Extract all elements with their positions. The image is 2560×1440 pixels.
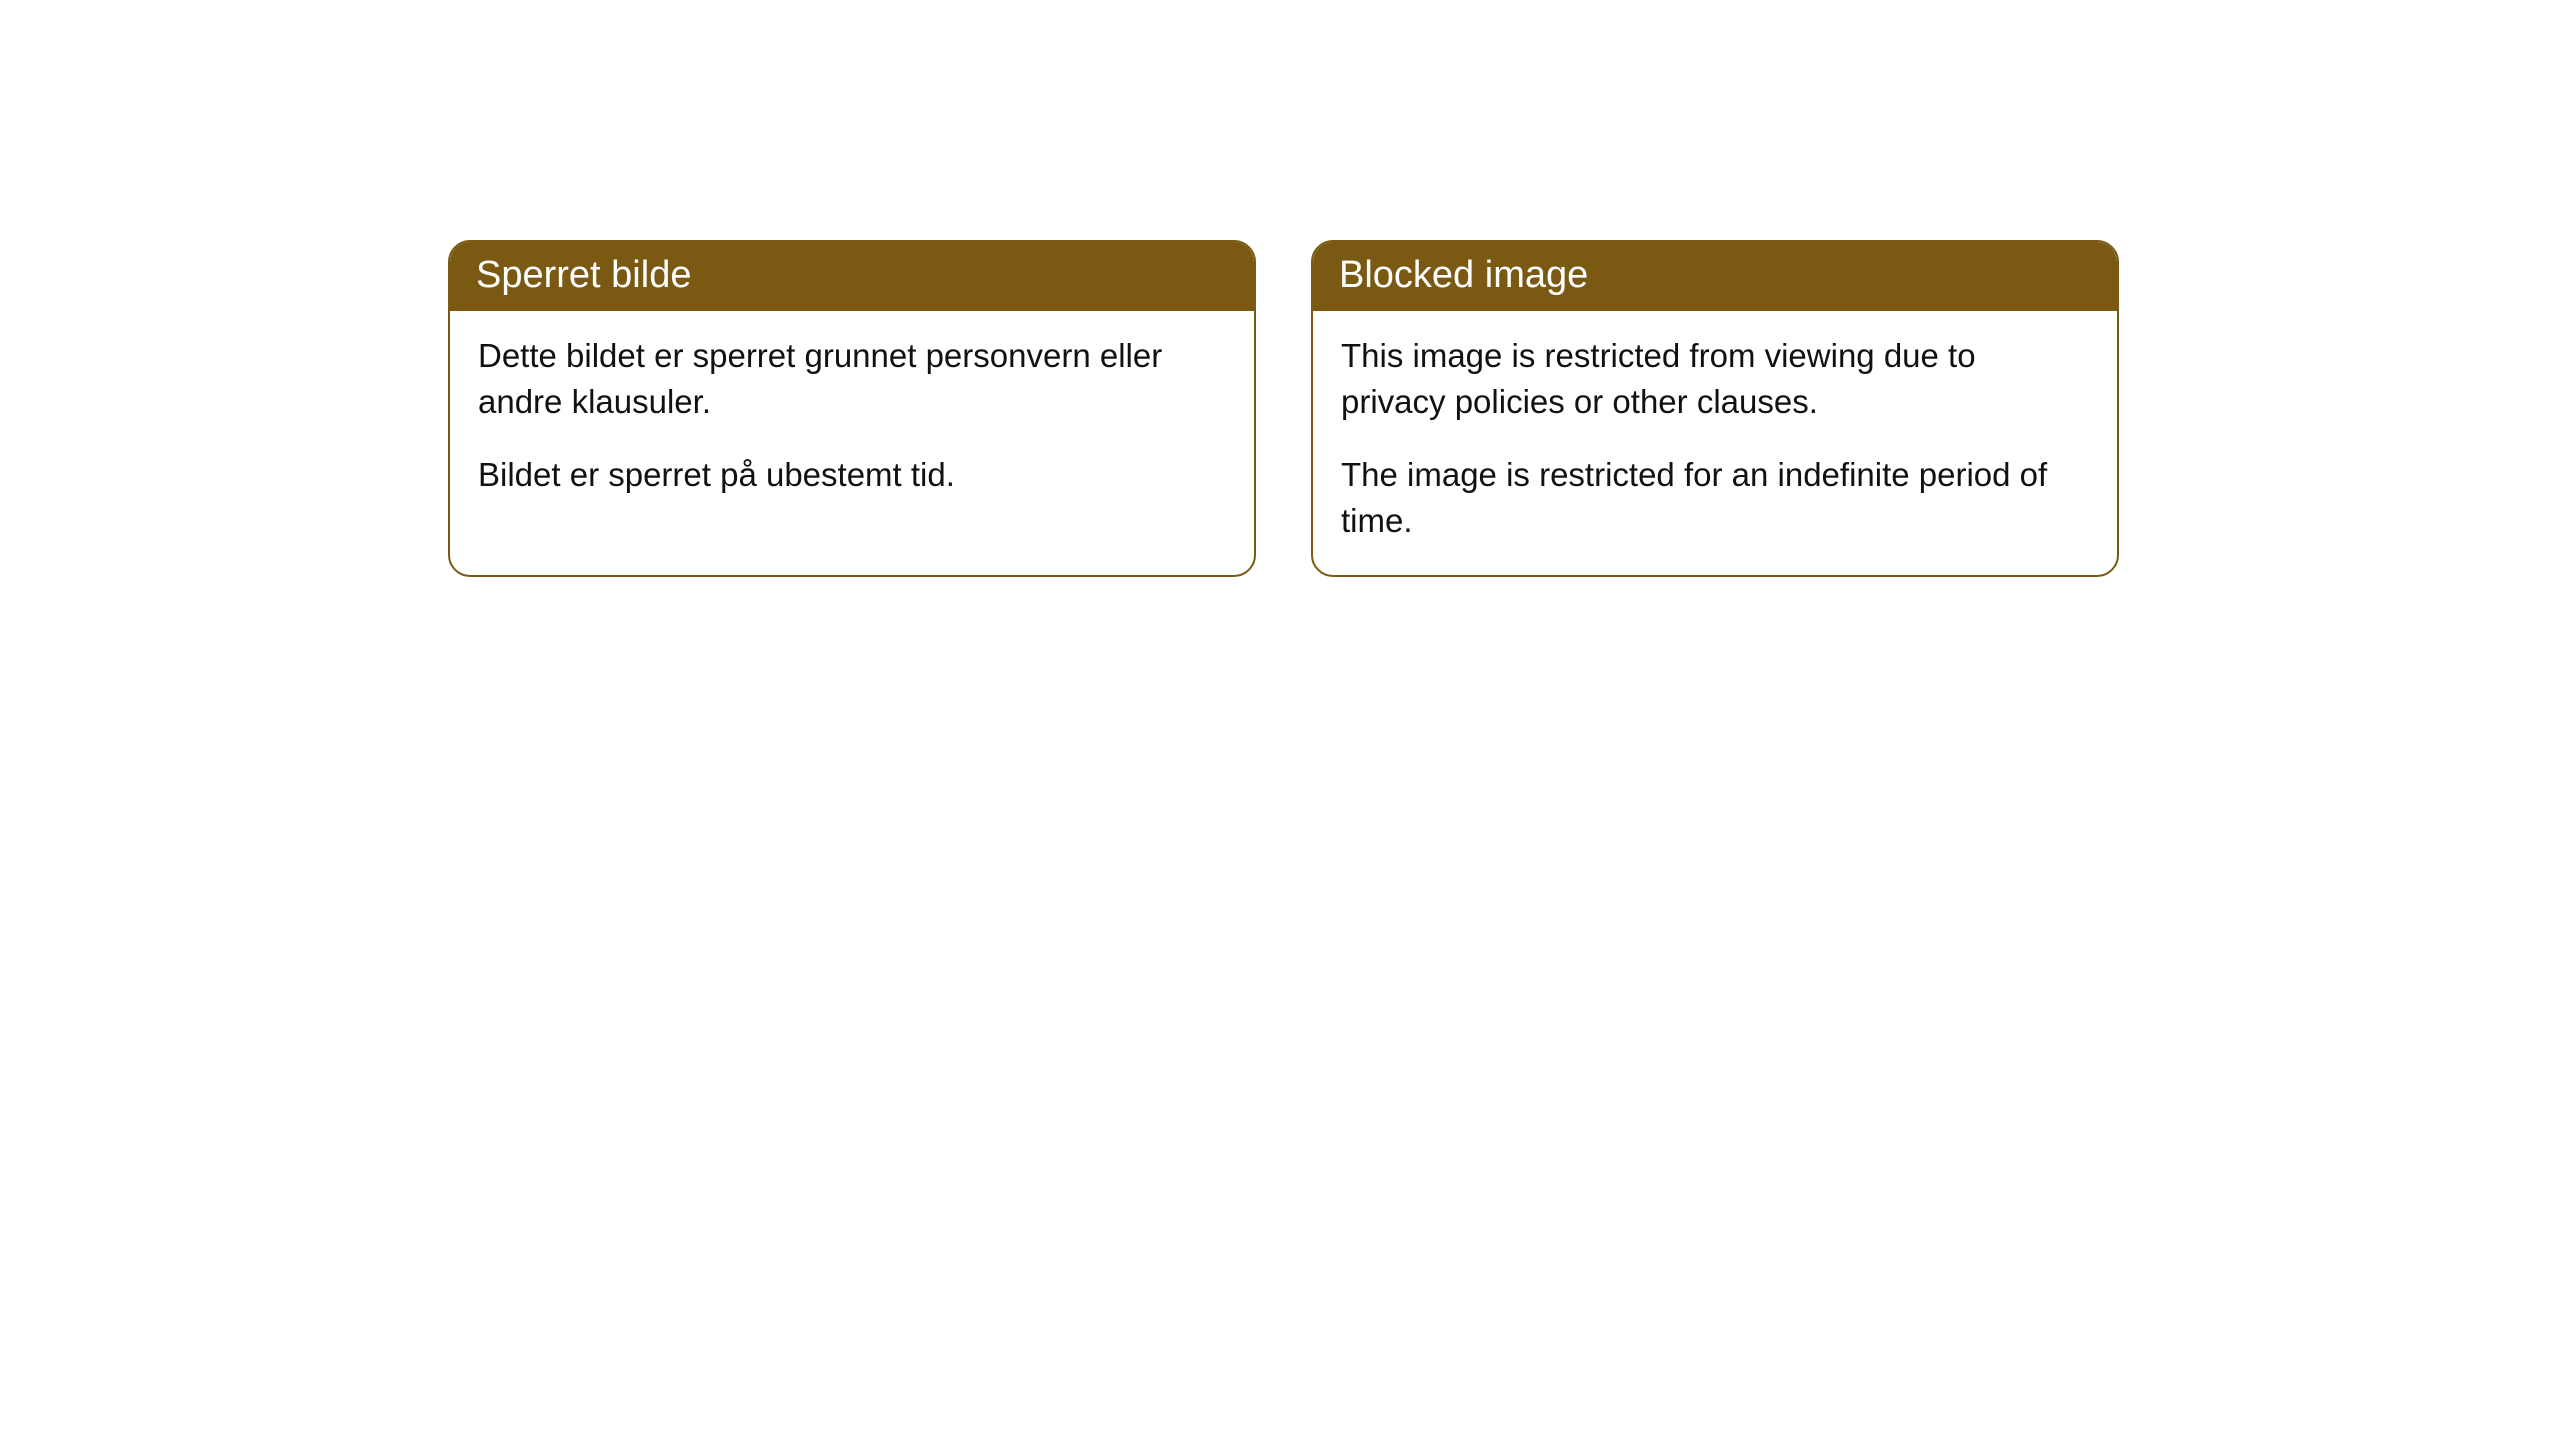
card-body-norwegian: Dette bildet er sperret grunnet personve… bbox=[450, 311, 1254, 530]
card-title-english: Blocked image bbox=[1313, 242, 2117, 311]
card-norwegian: Sperret bilde Dette bildet er sperret gr… bbox=[448, 240, 1256, 577]
card-paragraph-2: The image is restricted for an indefinit… bbox=[1341, 452, 2089, 543]
card-paragraph-1: Dette bildet er sperret grunnet personve… bbox=[478, 333, 1226, 424]
card-english: Blocked image This image is restricted f… bbox=[1311, 240, 2119, 577]
card-title-norwegian: Sperret bilde bbox=[450, 242, 1254, 311]
card-paragraph-1: This image is restricted from viewing du… bbox=[1341, 333, 2089, 424]
cards-container: Sperret bilde Dette bildet er sperret gr… bbox=[0, 0, 2560, 577]
card-paragraph-2: Bildet er sperret på ubestemt tid. bbox=[478, 452, 1226, 498]
card-body-english: This image is restricted from viewing du… bbox=[1313, 311, 2117, 575]
